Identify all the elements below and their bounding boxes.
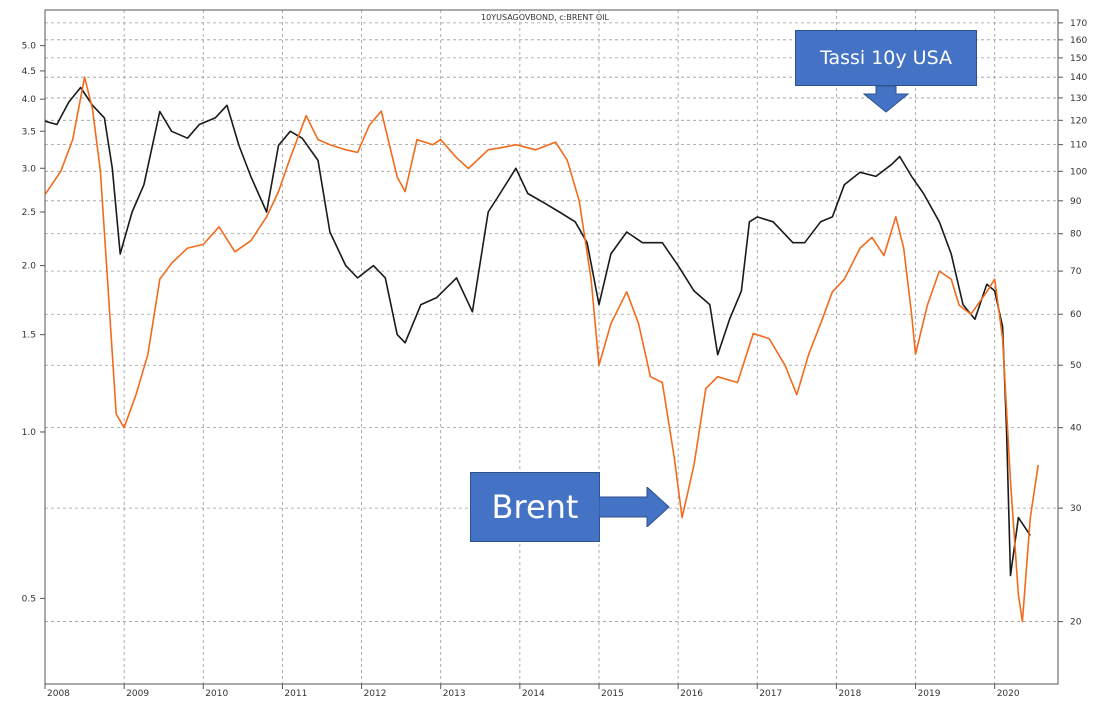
x-tick-label: 2009 — [126, 689, 149, 699]
tassi-callout-label: Tassi 10y USA — [820, 47, 952, 69]
x-tick-label: 2013 — [443, 689, 466, 699]
tassi-10y-usa-line — [44, 86, 1031, 577]
right-tick-label: 20 — [1070, 618, 1082, 628]
tassi-callout: Tassi 10y USA — [795, 30, 977, 86]
left-axis: 0.5 1.0 1.5 2.0 2.5 3.0 3.5 4.0 4.5 5.0 — [22, 42, 45, 604]
right-tick-label: 80 — [1070, 230, 1082, 240]
plot-frame — [44, 9, 1059, 685]
x-axis: 2008 2009 2010 2011 2012 2013 2014 2015 2016 2017… — [44, 684, 1020, 699]
left-tick-label: 3.5 — [22, 127, 36, 137]
right-tick-label: 150 — [1070, 54, 1087, 64]
x-tick-label: 2008 — [47, 689, 70, 699]
brent-callout: Brent — [470, 472, 600, 542]
tassi-callout-arrow — [863, 86, 910, 113]
right-tick-label: 170 — [1070, 19, 1087, 29]
chart-title: 10YUSAGOVBOND, c:BRENT OIL — [481, 13, 609, 22]
x-tick-label: 2017 — [759, 689, 782, 699]
left-tick-label: 3.0 — [22, 164, 37, 174]
brent-callout-label: Brent — [491, 488, 579, 526]
x-tick-label: 2020 — [997, 689, 1020, 699]
right-tick-label: 70 — [1070, 267, 1082, 277]
right-tick-label: 60 — [1070, 310, 1082, 320]
left-tick-label: 4.5 — [22, 67, 36, 77]
x-tick-label: 2012 — [364, 689, 387, 699]
right-tick-label: 100 — [1070, 167, 1087, 177]
series-layer — [44, 76, 1039, 623]
grid — [44, 10, 1058, 684]
x-tick-label: 2011 — [284, 689, 307, 699]
right-tick-label: 30 — [1070, 504, 1082, 514]
left-tick-label: 2.5 — [22, 208, 36, 218]
x-tick-label: 2018 — [838, 689, 861, 699]
right-tick-label: 110 — [1070, 141, 1087, 151]
right-tick-label: 40 — [1070, 424, 1082, 434]
right-tick-label: 50 — [1070, 361, 1082, 371]
right-tick-label: 140 — [1070, 73, 1087, 83]
right-axis: 20 30 40 50 60 70 80 90 100 110 120 130 140 150 160 170 — [1058, 19, 1087, 628]
x-tick-label: 2015 — [601, 689, 624, 699]
right-tick-label: 130 — [1070, 94, 1087, 104]
x-tick-label: 2019 — [918, 689, 941, 699]
left-tick-label: 1.0 — [22, 428, 37, 438]
left-tick-label: 4.0 — [22, 95, 37, 105]
right-tick-label: 120 — [1070, 116, 1087, 126]
left-tick-label: 0.5 — [22, 594, 36, 604]
x-tick-label: 2016 — [680, 689, 703, 699]
x-tick-label: 2014 — [522, 689, 545, 699]
left-tick-label: 2.0 — [22, 262, 37, 272]
brent-callout-arrow — [599, 487, 670, 527]
right-tick-label: 160 — [1070, 36, 1087, 46]
left-tick-label: 1.5 — [22, 331, 36, 341]
brent-line — [44, 76, 1039, 623]
left-tick-label: 5.0 — [22, 42, 37, 52]
right-tick-label: 90 — [1070, 197, 1082, 207]
x-tick-label: 2010 — [205, 689, 228, 699]
